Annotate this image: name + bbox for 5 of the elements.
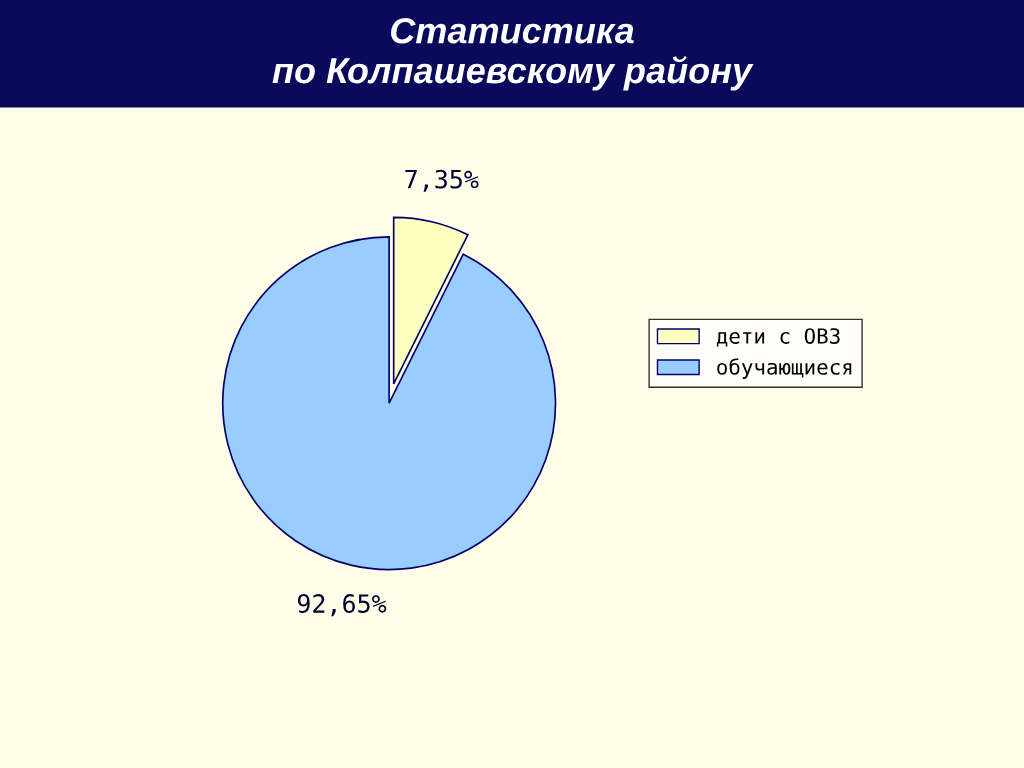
chart-title: Статистика по Колпашевскому району: [272, 17, 754, 91]
data-label: 7,35%: [405, 169, 479, 192]
legend-label: обучающиеся: [717, 358, 852, 379]
legend-label: дети с ОВЗ: [716, 328, 840, 347]
data-label: 92,65%: [297, 594, 387, 617]
